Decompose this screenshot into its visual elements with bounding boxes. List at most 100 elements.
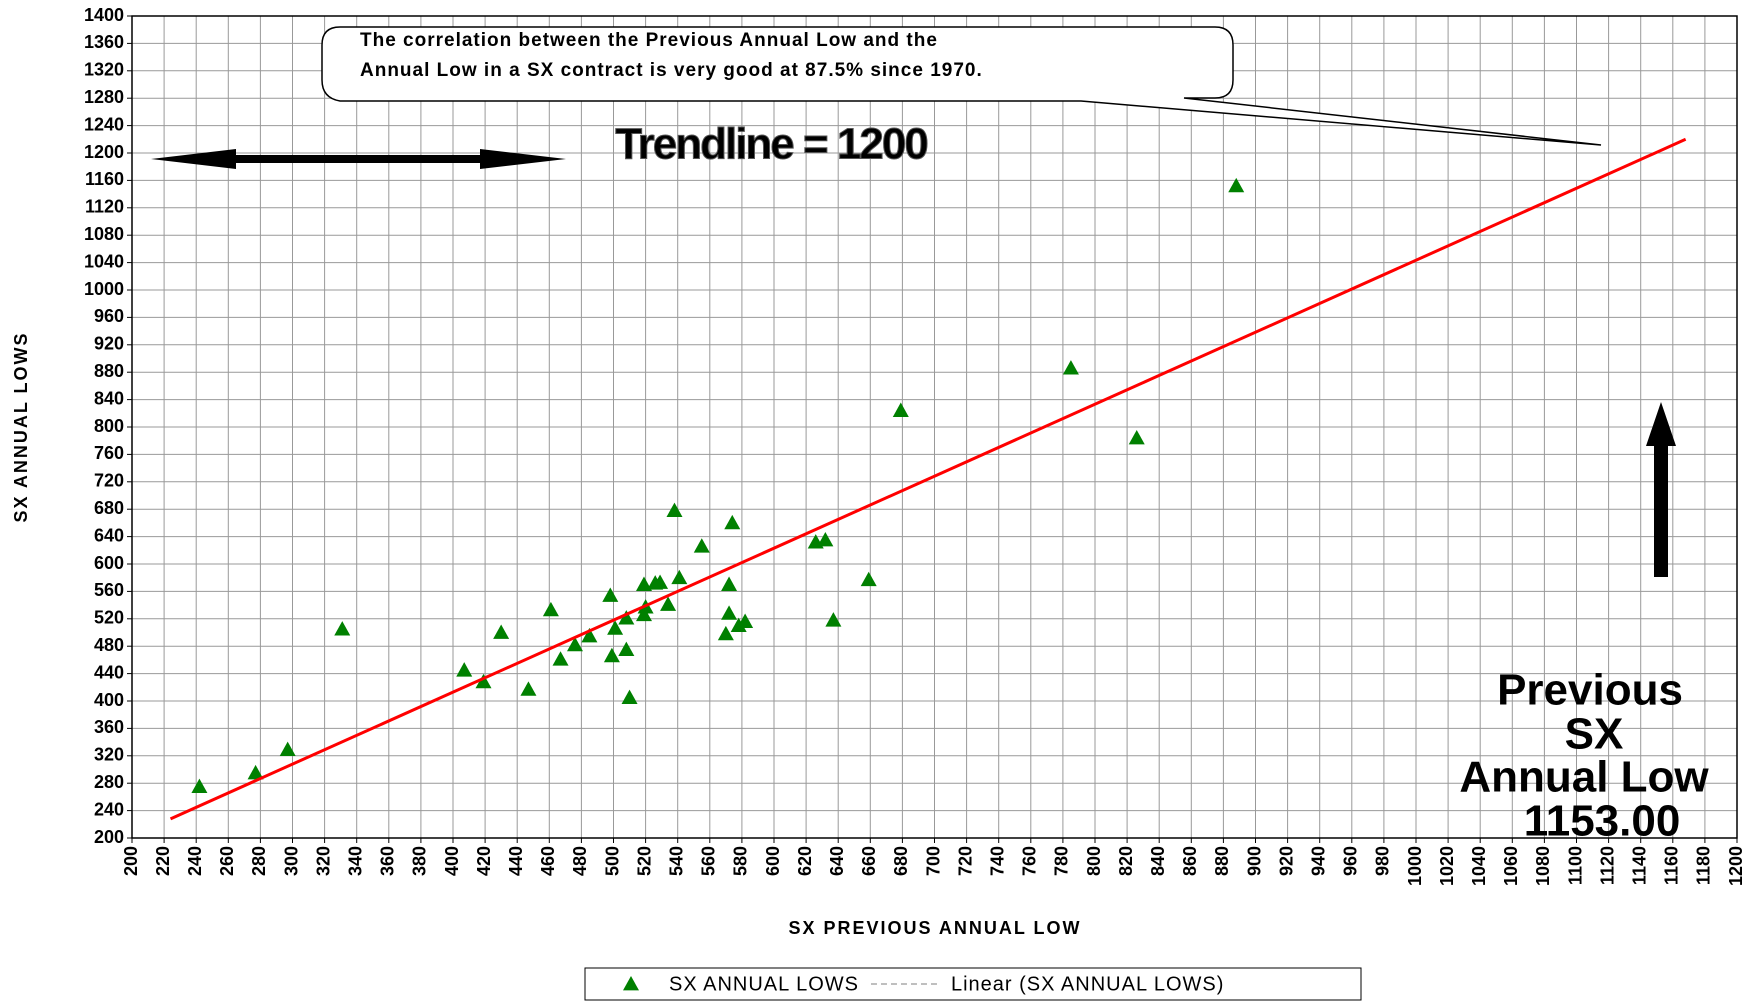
y-tick-label: 200 <box>94 827 124 847</box>
point <box>825 612 842 627</box>
y-tick-label: 320 <box>94 745 124 765</box>
x-tick-label: 820 <box>1116 846 1136 876</box>
x-tick-label: 1020 <box>1437 846 1457 886</box>
y-tick-label: 360 <box>94 717 124 737</box>
x-tick-label: 920 <box>1276 846 1296 876</box>
point <box>621 689 638 704</box>
y-tick-label: 960 <box>94 306 124 326</box>
point <box>635 606 652 622</box>
y-tick-label: 480 <box>94 635 124 655</box>
y-tick-label: 1040 <box>84 251 124 271</box>
point <box>730 617 747 633</box>
x-tick-label: 300 <box>281 846 301 876</box>
x-tick-label: 460 <box>538 846 558 876</box>
x-tick-label: 880 <box>1212 846 1232 876</box>
y-tick-label: 1080 <box>84 224 124 244</box>
x-tick-label: 860 <box>1180 846 1200 876</box>
legend-box <box>584 967 1362 1001</box>
x-tick-label: 260 <box>217 846 237 876</box>
x-tick-label: 440 <box>506 846 526 876</box>
y-tick-label: 280 <box>94 772 124 792</box>
y-tick-label: 1160 <box>85 169 124 189</box>
legend-label: SX ANNUAL LOWS <box>669 973 859 995</box>
point <box>456 662 473 677</box>
point <box>581 627 598 643</box>
legend-marker <box>623 976 639 991</box>
x-tick-label: 400 <box>442 846 462 876</box>
point <box>602 587 619 602</box>
y-tick-label: 240 <box>94 799 124 819</box>
x-tick-label: 640 <box>827 846 847 876</box>
y-tick-label: 680 <box>94 498 124 518</box>
x-tick-label: 720 <box>955 846 975 876</box>
y-tick-label: 880 <box>94 361 124 381</box>
x-tick-label: 900 <box>1244 846 1264 876</box>
x-tick-label: 1160 <box>1662 846 1682 885</box>
point <box>520 681 537 696</box>
y-tick-label: 1320 <box>84 60 124 80</box>
y-tick-label: 400 <box>94 690 124 710</box>
x-tick-label: 940 <box>1308 846 1328 876</box>
point <box>721 576 738 591</box>
x-tick-label: 200 <box>121 846 141 876</box>
y-tick-label: 1400 <box>84 5 124 25</box>
x-axis-title: SX PREVIOUS ANNUAL LOW <box>788 918 1081 938</box>
point <box>892 402 909 417</box>
current-label-line: 1153.00 <box>1524 797 1681 846</box>
x-tick-label: 220 <box>153 846 173 876</box>
y-tick-label: 1000 <box>84 279 124 299</box>
x-tick-label: 960 <box>1341 846 1361 876</box>
point <box>542 601 559 617</box>
y-tick-label: 440 <box>94 662 124 682</box>
point <box>724 514 741 530</box>
up-arrow <box>1646 402 1676 577</box>
point <box>721 605 738 620</box>
point <box>817 532 834 547</box>
x-tick-label: 740 <box>987 846 1007 876</box>
x-tick-label: 420 <box>474 846 494 876</box>
point <box>652 574 669 589</box>
point <box>603 647 620 663</box>
callout-line: The correlation between the Previous Ann… <box>360 30 938 51</box>
x-tick-label: 520 <box>634 846 654 876</box>
point <box>607 620 624 635</box>
point <box>247 764 264 780</box>
x-tick-label: 1000 <box>1405 846 1425 886</box>
x-tick-label: 1040 <box>1469 846 1489 886</box>
point <box>660 596 677 611</box>
point <box>693 538 710 553</box>
x-tick-label: 760 <box>1020 846 1040 876</box>
y-tick-label: 760 <box>94 443 124 463</box>
point <box>1062 360 1079 375</box>
x-tick-label: 1140 <box>1629 846 1649 885</box>
x-tick-label: 580 <box>731 846 751 876</box>
x-tick-label: 1200 <box>1726 846 1743 886</box>
current-label-line: SX <box>1565 710 1624 759</box>
x-tick-label: 500 <box>602 846 622 876</box>
x-tick-label: 540 <box>666 846 686 876</box>
point <box>1228 177 1245 193</box>
y-tick-label: 800 <box>94 416 124 436</box>
point <box>618 641 635 657</box>
x-tick-label: 980 <box>1373 846 1393 876</box>
x-tick-label: 600 <box>763 846 783 876</box>
x-tick-label: 780 <box>1052 846 1072 876</box>
point <box>493 624 510 639</box>
legend-label: Linear (SX ANNUAL LOWS) <box>951 973 1224 995</box>
y-tick-label: 920 <box>94 334 124 354</box>
point <box>279 741 296 757</box>
y-tick-label: 1240 <box>84 114 124 134</box>
current-label: Previous SX Annual Low 1153.00 <box>1459 666 1709 846</box>
x-tick-label: 380 <box>410 846 430 876</box>
y-axis-title: SX ANNUAL LOWS <box>11 331 31 522</box>
point <box>860 571 877 587</box>
point <box>475 673 492 689</box>
point <box>671 569 688 585</box>
x-tick-label: 1060 <box>1501 846 1521 886</box>
marks <box>169 137 1687 821</box>
callout-line: Annual Low in a SX contract is very good… <box>360 60 983 81</box>
grid <box>127 15 1738 843</box>
point <box>717 625 734 641</box>
